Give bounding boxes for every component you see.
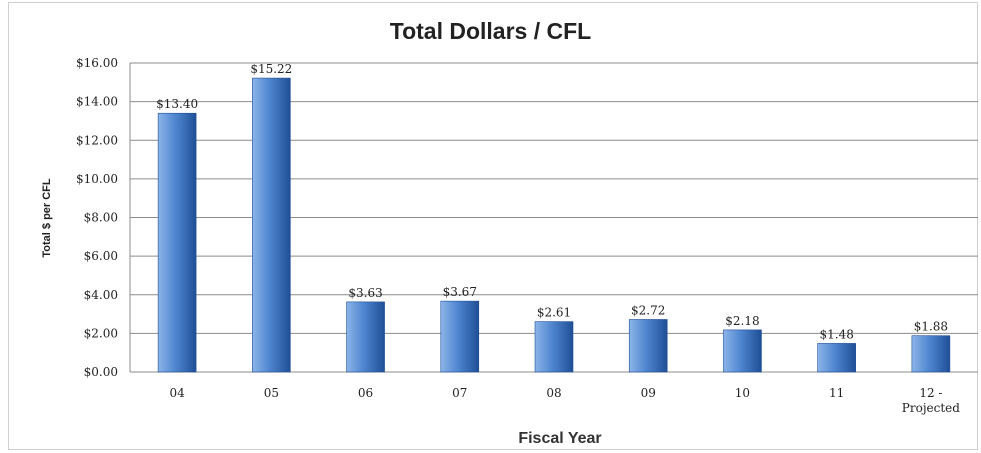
bar [911,335,951,373]
data-label: $3.63 [348,286,382,300]
x-tick-label: 07 [452,386,467,400]
chart-title: Total Dollars / CFL [389,18,592,44]
y-tick-label: $12.00 [76,133,118,147]
data-label: $2.18 [725,314,759,328]
x-tick-label: 12 -Projected [902,386,961,415]
x-tick-label: 09 [641,386,656,400]
x-tick-label: 05 [264,386,279,400]
bar [628,319,668,373]
data-label: $2.72 [631,303,665,317]
x-tick-label: 11 [829,386,844,400]
x-tick-label: 10 [735,386,750,400]
data-label: $15.22 [250,62,292,76]
bar [534,321,574,373]
y-tick-label: $16.00 [76,56,118,70]
data-label: $1.88 [914,320,948,334]
y-tick-label: $0.00 [84,365,118,379]
x-tick-label: 04 [169,386,185,400]
y-tick-label: $6.00 [84,249,118,263]
x-axis-ticks: 04 05 06 07 08 09 10 11 12 -Projected [169,386,960,415]
bar [346,301,385,373]
bar [440,300,480,373]
x-tick-label: 06 [358,386,373,400]
bar [157,112,197,373]
y-axis-ticks: $0.00 $2.00 $4.00 $6.00 $8.00 $10.00 $12.00 $14… [76,56,118,379]
data-label: $3.67 [443,285,477,299]
bar [252,77,291,373]
bars [157,77,951,373]
bar [817,343,856,373]
x-tick-label: 08 [546,386,561,400]
y-tick-label: $10.00 [76,172,118,186]
y-tick-label: $4.00 [84,288,118,302]
y-tick-label: $2.00 [84,326,118,340]
bar [723,329,762,373]
data-labels: $13.40 $15.22 $3.63 $3.67 $2.61 $2.72 $2.18 $1.… [156,62,948,341]
data-label: $13.40 [156,97,198,111]
data-label: $1.48 [819,327,853,341]
x-axis-title: Fiscal Year [518,430,602,447]
y-tick-label: $8.00 [84,211,118,225]
y-tick-label: $14.00 [76,95,118,109]
data-label: $2.61 [537,306,571,320]
